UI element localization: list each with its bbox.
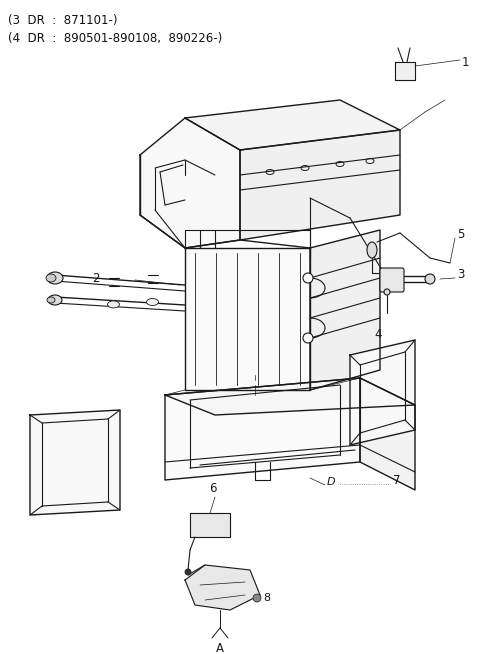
Polygon shape	[185, 100, 400, 150]
Ellipse shape	[48, 295, 62, 305]
Text: 1: 1	[462, 56, 469, 69]
Ellipse shape	[146, 298, 158, 305]
Text: 8: 8	[263, 593, 270, 603]
Ellipse shape	[47, 272, 63, 284]
Text: A: A	[216, 642, 224, 654]
Polygon shape	[395, 62, 415, 80]
Text: D: D	[327, 477, 336, 487]
Circle shape	[303, 273, 313, 283]
Circle shape	[384, 289, 390, 295]
Ellipse shape	[367, 242, 377, 258]
Text: 5: 5	[457, 228, 464, 241]
Polygon shape	[30, 410, 120, 515]
Ellipse shape	[425, 274, 435, 284]
Ellipse shape	[108, 301, 120, 308]
FancyBboxPatch shape	[380, 268, 404, 292]
Polygon shape	[140, 118, 240, 248]
Text: (4  DR  :  890501-890108,  890226-): (4 DR : 890501-890108, 890226-)	[8, 32, 222, 45]
Polygon shape	[190, 513, 230, 537]
Text: (3  DR  :  871101-): (3 DR : 871101-)	[8, 14, 118, 27]
Text: 4: 4	[374, 328, 382, 341]
Circle shape	[253, 594, 261, 602]
Polygon shape	[360, 378, 415, 490]
Text: 2: 2	[93, 271, 100, 284]
Circle shape	[185, 569, 191, 575]
Polygon shape	[185, 565, 260, 610]
Text: 3: 3	[457, 269, 464, 281]
Text: 6: 6	[209, 482, 217, 495]
Polygon shape	[350, 340, 415, 445]
Polygon shape	[185, 248, 310, 390]
Polygon shape	[165, 378, 360, 480]
Ellipse shape	[47, 297, 55, 303]
Ellipse shape	[46, 274, 56, 282]
Circle shape	[303, 333, 313, 343]
Text: 7: 7	[393, 475, 400, 487]
Polygon shape	[310, 230, 380, 390]
Polygon shape	[240, 130, 400, 240]
Polygon shape	[165, 378, 415, 415]
